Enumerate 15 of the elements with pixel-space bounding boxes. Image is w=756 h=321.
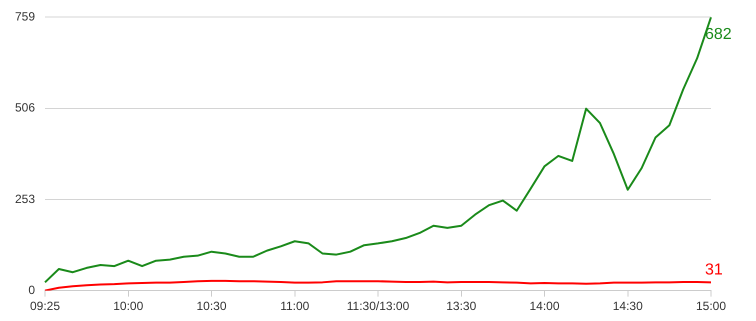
x-tick-label: 14:30 [612,299,644,314]
x-tick-label: 11:30/13:00 [346,299,410,314]
x-tick-label: 13:30 [446,299,477,314]
x-tick-label: 09:25 [30,299,60,314]
y-tick-label: 0 [28,282,36,297]
x-tick-label: 11:00 [280,299,310,314]
x-tick-label: 10:00 [113,299,144,314]
x-tick-label: 14:00 [529,299,560,314]
annotation: 682 [705,26,732,44]
x-tick-label: 15:00 [696,299,726,314]
y-tick-label: 506 [14,100,36,115]
annotation: 31 [705,261,723,278]
x-tick-label: 10:30 [196,299,227,314]
y-tick-label: 253 [14,192,36,206]
y-tick-label: 759 [14,10,36,24]
